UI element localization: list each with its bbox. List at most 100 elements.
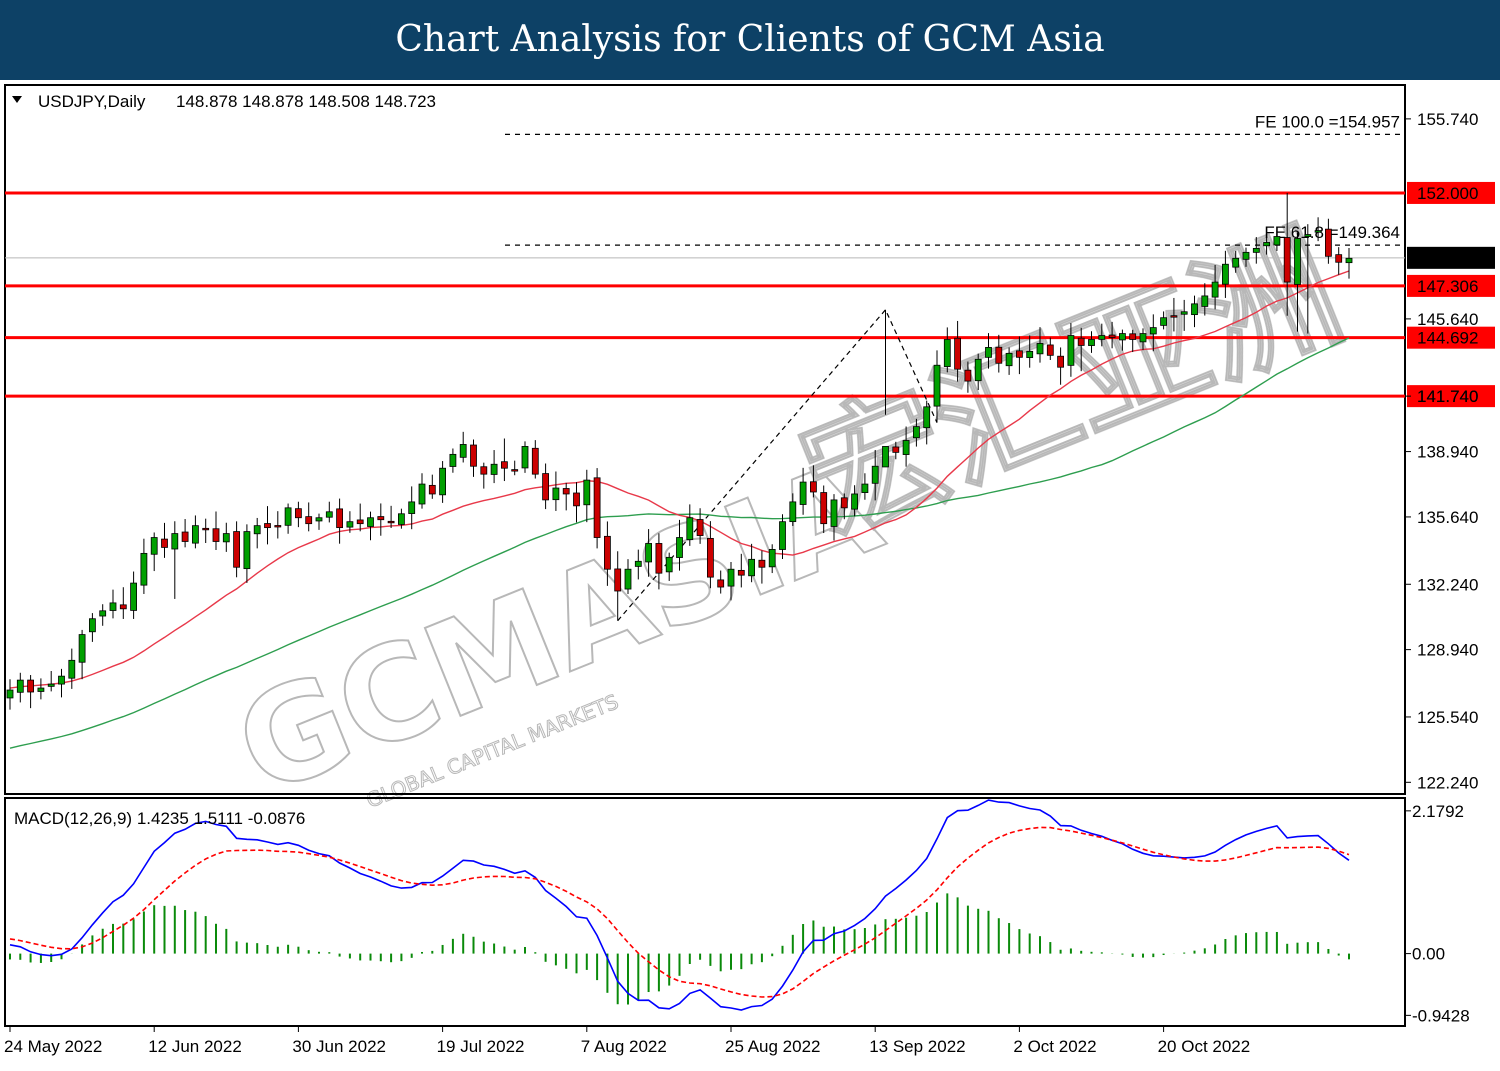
candlestick [583, 469, 591, 523]
candlestick [758, 550, 766, 584]
candlestick [1273, 230, 1281, 251]
candlestick [1139, 328, 1147, 351]
candlestick [923, 400, 931, 445]
candlestick [840, 493, 848, 520]
candlestick [789, 493, 797, 526]
candlestick [1211, 264, 1219, 310]
date-tick-label: 20 Oct 2022 [1158, 1037, 1251, 1056]
candlestick [634, 549, 642, 580]
symbol-dropdown-icon[interactable] [12, 96, 22, 103]
candlestick [1046, 337, 1054, 361]
main-panel-frame [4, 84, 1406, 795]
candlestick [882, 309, 889, 468]
candlestick [459, 431, 467, 463]
moving-averages [9, 270, 1350, 749]
candlestick [346, 511, 354, 533]
candlestick [820, 485, 828, 534]
candlestick [676, 519, 683, 571]
ma-slow-line [9, 337, 1350, 749]
candlestick [768, 544, 776, 574]
candlestick [315, 513, 323, 530]
candlestick [480, 462, 488, 489]
candlestick [212, 511, 220, 550]
candlestick [1160, 311, 1167, 330]
candlestick [737, 553, 745, 588]
date-tick-label: 12 Jun 2022 [148, 1037, 242, 1056]
candlestick [243, 524, 251, 583]
candlestick [964, 361, 972, 393]
candlestick [604, 521, 611, 586]
level-price-tag [1407, 274, 1495, 297]
candlestick [1263, 237, 1270, 255]
candlestick [1283, 192, 1291, 316]
candlestick [655, 533, 663, 590]
candlestick [233, 521, 241, 578]
candlestick [943, 327, 951, 373]
fib-level-label: FE 100.0 =154.957 [1255, 112, 1400, 131]
candlesticks [6, 192, 1353, 710]
candlestick [253, 517, 261, 549]
candlestick [913, 418, 920, 447]
candlestick [130, 571, 138, 619]
candlestick [1057, 347, 1064, 385]
header-banner: Chart Analysis for Clients of GCM Asia [0, 0, 1500, 80]
candlestick [707, 521, 714, 589]
candlestick [367, 511, 374, 541]
candlestick [1036, 327, 1044, 363]
candlestick [1077, 327, 1085, 372]
level-price-label: 141.740 [1417, 387, 1478, 406]
candlestick [109, 589, 117, 619]
candlestick [1201, 283, 1209, 316]
macd-line [9, 799, 1350, 1011]
candlestick [645, 529, 652, 577]
candlestick [902, 426, 910, 467]
macd-histogram [9, 893, 1350, 1005]
candlestick [974, 353, 982, 391]
candlestick [305, 502, 313, 532]
level-price-label: 152.000 [1417, 184, 1478, 203]
last-price-tag [1407, 246, 1495, 269]
candlestick [1242, 247, 1250, 267]
price-tick-label: 141.740 [1417, 387, 1478, 406]
price-tick-label: 122.240 [1417, 773, 1478, 792]
candlestick [191, 515, 199, 549]
candlestick [1026, 335, 1034, 368]
candlestick [336, 498, 344, 544]
candlestick [470, 439, 477, 477]
candlestick [1345, 247, 1353, 279]
date-axis: 24 May 2022 12 Jun 2022 30 Jun 2022 19 Jul … [4, 1026, 1250, 1056]
candlestick [181, 519, 189, 548]
candlestick [1129, 329, 1137, 353]
candlestick [985, 333, 992, 369]
candlestick [222, 522, 230, 552]
symbol-label[interactable]: USDJPY,Daily [38, 92, 146, 111]
candlestick [799, 467, 807, 515]
candlestick [717, 570, 725, 594]
ohlc-readout: 148.878 148.878 148.508 148.723 [176, 92, 436, 111]
candlestick [933, 350, 941, 423]
candlestick [16, 672, 24, 703]
candlestick [665, 552, 673, 581]
candlestick [408, 486, 416, 530]
candlestick [573, 482, 580, 523]
candlestick [150, 532, 158, 572]
candlestick [6, 679, 14, 710]
candlestick [696, 508, 704, 544]
price-tick-label: 128.940 [1417, 641, 1478, 660]
price-tick-label: 135.640 [1417, 508, 1478, 527]
candlestick [779, 514, 786, 560]
candlestick [161, 522, 168, 558]
candlestick [624, 559, 632, 595]
candlestick [1098, 323, 1106, 347]
price-tick-label: 132.240 [1417, 575, 1478, 594]
date-tick-label: 30 Jun 2022 [292, 1037, 386, 1056]
date-tick-label: 25 Aug 2022 [725, 1037, 820, 1056]
candlestick [1067, 323, 1075, 377]
candlestick [954, 320, 961, 382]
candlestick [1304, 224, 1312, 334]
candlestick [1325, 218, 1332, 264]
macd-label: MACD(12,26,9) 1.4235 1.5111 -0.0876 [14, 809, 305, 828]
date-tick-label: 13 Sep 2022 [869, 1037, 965, 1056]
candlestick [78, 629, 86, 680]
date-tick-label: 19 Jul 2022 [437, 1037, 525, 1056]
